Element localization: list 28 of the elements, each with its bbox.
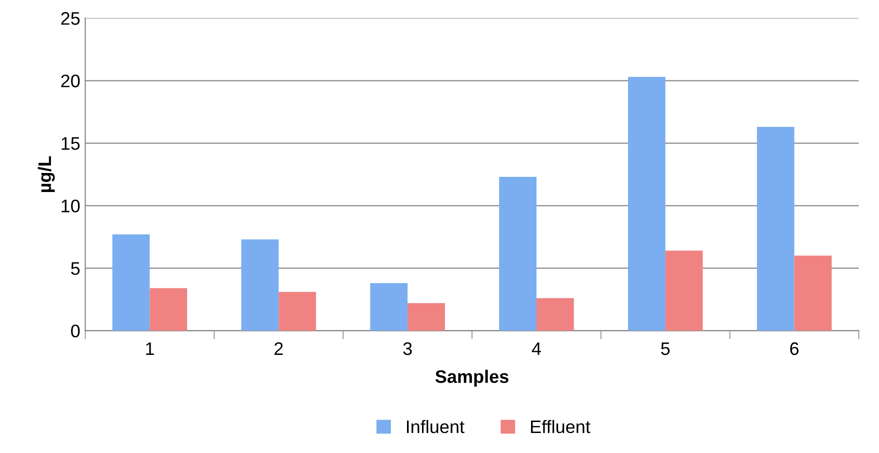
bar xyxy=(241,239,279,331)
y-axis-title: µg/L xyxy=(38,156,55,192)
y-tick-label: 25 xyxy=(61,12,80,25)
bar xyxy=(499,176,536,331)
bar xyxy=(756,126,794,331)
legend-label: Effluent xyxy=(531,420,590,434)
y-tick-label: 10 xyxy=(62,200,80,212)
legend-label: Influent xyxy=(406,420,464,434)
bar xyxy=(150,288,188,331)
x-tick-label: 4 xyxy=(532,342,541,355)
bar xyxy=(794,256,832,331)
x-axis-title: Samples xyxy=(435,370,508,387)
y-tick-label: 15 xyxy=(62,137,80,150)
bar xyxy=(408,303,445,331)
bar xyxy=(370,283,408,331)
x-tick-label: 5 xyxy=(661,342,670,356)
x-tick-label: 3 xyxy=(403,342,412,356)
y-tick-label: 20 xyxy=(61,74,80,88)
x-tick-label: 6 xyxy=(790,342,799,356)
bar xyxy=(628,76,666,331)
bar xyxy=(665,250,703,331)
bar xyxy=(278,292,316,331)
x-tick-label: 2 xyxy=(274,342,283,355)
bar xyxy=(536,298,574,331)
y-tick-label: 0 xyxy=(71,324,80,338)
y-tick-label: 5 xyxy=(71,262,80,275)
bar xyxy=(112,234,150,331)
x-tick-label: 1 xyxy=(146,342,154,355)
